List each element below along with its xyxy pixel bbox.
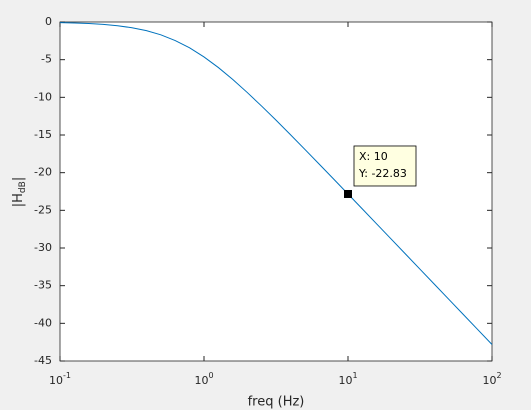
y-label-subscript: dB [18,181,28,193]
x-tick-base: 10 [194,374,208,387]
y-label-part: |H [11,193,26,207]
x-tick-label: 10-1 [49,371,71,388]
y-tick-label: -5 [41,53,52,66]
x-tick-label: 100 [194,371,213,388]
y-tick-label: -45 [34,354,52,367]
x-tick-base: 10 [338,374,352,387]
axes-box [59,21,493,362]
datatip-box [353,145,417,187]
y-tick-label: -35 [34,279,52,292]
datatip-label: X: 10 [359,150,388,163]
y-axis-label: |HdB| [11,177,28,207]
y-tick-label: -40 [34,316,52,329]
x-tick-exponent: -1 [63,371,71,380]
y-tick-label: -25 [34,203,52,216]
datatip-label: Y: -22.83 [358,167,407,180]
x-tick-exponent: 1 [352,371,357,380]
y-tick-label: 0 [45,15,52,28]
datatip-marker [344,189,352,198]
y-tick-label: -20 [34,166,52,179]
x-tick-base: 10 [49,374,63,387]
y-label-part: | [11,177,26,181]
x-axis-label: freq (Hz) [248,395,305,410]
y-tick-label: -30 [34,241,52,254]
x-tick-label: 101 [338,371,357,388]
x-tick-exponent: 2 [496,371,501,380]
x-tick-label: 102 [482,371,501,388]
data-line [59,22,493,345]
y-tick-label: -15 [34,128,52,141]
x-tick-base: 10 [482,374,496,387]
y-tick-label: -10 [34,90,52,103]
x-tick-exponent: 0 [208,371,213,380]
